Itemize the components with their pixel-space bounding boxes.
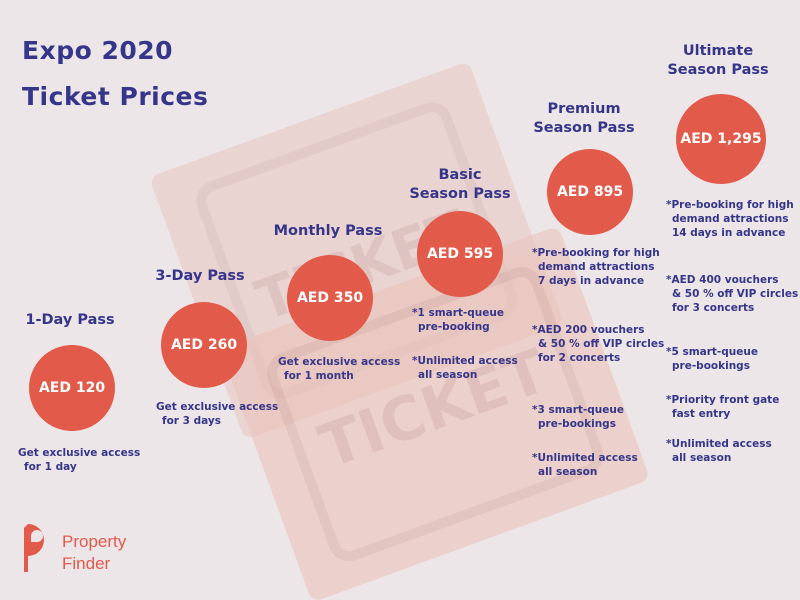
tier-premium-season-pass-note-4: *Unlimited access all season bbox=[532, 452, 638, 478]
tier-ultimate-season-pass-note-2: *AED 400 vouchers & 50 % off VIP circles… bbox=[666, 274, 799, 314]
tier-name-line: Season Pass bbox=[533, 120, 635, 136]
tier-price: AED 350 bbox=[296, 290, 364, 306]
tier-ultimate-season-pass-note-1: *Pre-booking for high demand attractions… bbox=[666, 199, 794, 239]
property-finder-logo-icon bbox=[24, 524, 44, 572]
tier-name-line: Season Pass bbox=[409, 186, 511, 202]
tier-monthly-pass-heading: Monthly Pass bbox=[264, 222, 392, 241]
tier-monthly-pass-note: Get exclusive access for 1 month bbox=[278, 356, 401, 382]
page-title-line2: Ticket Prices bbox=[22, 82, 209, 111]
tier-basic-season-pass-note-1: *1 smart-queue pre-booking bbox=[412, 307, 504, 333]
tier-name-line: Basic bbox=[438, 167, 482, 183]
tier-3-day-pass-price-circle: AED 260 bbox=[161, 302, 247, 388]
tier-price: AED 895 bbox=[556, 184, 624, 200]
tier-ultimate-season-pass-note-4: *Priority front gate fast entry bbox=[666, 394, 780, 420]
tier-3-day-pass-note: Get exclusive access for 3 days bbox=[156, 401, 279, 427]
tier-premium-season-pass-note-3: *3 smart-queue pre-bookings bbox=[532, 404, 624, 430]
logo-text-line2: Finder bbox=[62, 554, 111, 573]
tier-3-day-pass-heading: 3-Day Pass bbox=[146, 267, 254, 286]
tier-name-line: Monthly Pass bbox=[273, 223, 383, 239]
tier-ultimate-season-pass-price-circle: AED 1,295 bbox=[676, 94, 766, 184]
tier-price: AED 260 bbox=[170, 337, 238, 353]
tier-monthly-pass-price-circle: AED 350 bbox=[287, 255, 373, 341]
tier-premium-season-pass-note-1: *Pre-booking for high demand attractions… bbox=[532, 247, 660, 287]
tier-1-day-pass-price-circle: AED 120 bbox=[29, 345, 115, 431]
tier-name-line: Ultimate bbox=[682, 43, 754, 59]
tier-price: AED 120 bbox=[38, 380, 106, 396]
tier-name-line: 1-Day Pass bbox=[25, 312, 115, 328]
tier-1-day-pass-note: Get exclusive access for 1 day bbox=[18, 447, 141, 473]
tier-ultimate-season-pass-note-3: *5 smart-queue pre-bookings bbox=[666, 346, 758, 372]
tier-price: AED 595 bbox=[426, 246, 494, 262]
tier-ultimate-season-pass-note-5: *Unlimited access all season bbox=[666, 438, 772, 464]
tier-premium-season-pass-heading: Premium Season Pass bbox=[522, 100, 646, 138]
tier-basic-season-pass-note-2: *Unlimited access all season bbox=[412, 355, 518, 381]
tier-premium-season-pass-price-circle: AED 895 bbox=[547, 149, 633, 235]
tier-basic-season-pass-heading: Basic Season Pass bbox=[398, 166, 522, 204]
logo-text-line1: Property bbox=[62, 532, 127, 551]
tier-1-day-pass-heading: 1-Day Pass bbox=[18, 311, 122, 330]
tier-name-line: Premium bbox=[547, 101, 621, 117]
tier-basic-season-pass-price-circle: AED 595 bbox=[417, 211, 503, 297]
tier-name-line: Season Pass bbox=[667, 62, 769, 78]
tier-price: AED 1,295 bbox=[680, 131, 762, 147]
tier-name-line: 3-Day Pass bbox=[155, 268, 245, 284]
page-title-line1: Expo 2020 bbox=[22, 36, 174, 65]
tier-ultimate-season-pass-heading: Ultimate Season Pass bbox=[656, 42, 780, 80]
tier-premium-season-pass-note-2: *AED 200 vouchers & 50 % off VIP circles… bbox=[532, 324, 665, 364]
